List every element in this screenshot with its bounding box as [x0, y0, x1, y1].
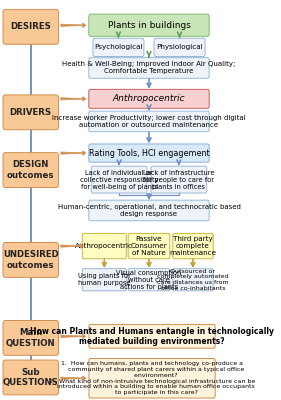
FancyBboxPatch shape: [151, 166, 207, 193]
FancyBboxPatch shape: [89, 358, 215, 398]
FancyBboxPatch shape: [3, 95, 58, 130]
Text: DESIRES: DESIRES: [10, 22, 51, 31]
Text: Third party
complete
maintenance: Third party complete maintenance: [169, 236, 216, 256]
FancyBboxPatch shape: [3, 320, 58, 355]
FancyBboxPatch shape: [82, 234, 126, 259]
Text: Physiological: Physiological: [156, 44, 203, 50]
Text: Sub
QUESTIONS: Sub QUESTIONS: [3, 368, 59, 387]
Text: Main
QUESTION: Main QUESTION: [6, 328, 56, 348]
FancyBboxPatch shape: [89, 111, 209, 132]
FancyBboxPatch shape: [173, 269, 213, 291]
FancyBboxPatch shape: [3, 360, 58, 395]
FancyBboxPatch shape: [82, 269, 126, 291]
Text: Passive
Consumer
of Nature: Passive Consumer of Nature: [131, 236, 167, 256]
Text: Psychological: Psychological: [94, 44, 143, 50]
FancyBboxPatch shape: [89, 58, 209, 78]
Text: 1.  How can humans, plants and technology co-produce a
    community of shared p: 1. How can humans, plants and technology…: [49, 361, 255, 395]
Text: DRIVERS: DRIVERS: [10, 108, 52, 117]
FancyBboxPatch shape: [93, 38, 144, 56]
Text: Plants in buildings: Plants in buildings: [108, 21, 191, 30]
FancyBboxPatch shape: [91, 166, 147, 193]
Text: How can Plants and Humans entangle in technologically
mediated building environm: How can Plants and Humans entangle in te…: [30, 327, 274, 346]
Text: DESIGN
outcomes: DESIGN outcomes: [7, 160, 55, 180]
FancyBboxPatch shape: [89, 324, 215, 348]
FancyBboxPatch shape: [89, 200, 209, 221]
FancyBboxPatch shape: [128, 269, 170, 291]
FancyBboxPatch shape: [128, 234, 170, 259]
Text: Outsourced or
completely automated
care distances us from
office co-inhabitants: Outsourced or completely automated care …: [157, 268, 229, 291]
Text: Visual consumption
without care
actions for plants: Visual consumption without care actions …: [116, 270, 182, 290]
Text: UNDESIRED
outcomes: UNDESIRED outcomes: [3, 250, 59, 270]
FancyBboxPatch shape: [3, 242, 58, 277]
Text: Human-centric, operational, and technocratic based
design response: Human-centric, operational, and technocr…: [58, 204, 241, 217]
Text: Anthropocentric: Anthropocentric: [113, 94, 185, 103]
Text: Rating Tools, HCI engagement: Rating Tools, HCI engagement: [89, 148, 209, 158]
Text: Using plants for
human purpose: Using plants for human purpose: [78, 273, 131, 286]
FancyBboxPatch shape: [154, 38, 205, 56]
Text: Increase worker Productivity; lower cost through digital
automation or outsource: Increase worker Productivity; lower cost…: [52, 115, 246, 128]
FancyBboxPatch shape: [173, 234, 213, 259]
Text: Lack of individual or
collective responsibility
for well-being of plants: Lack of individual or collective respons…: [80, 170, 158, 190]
FancyBboxPatch shape: [3, 10, 58, 44]
Text: Health & Well-Being; Improved Indoor Air Quality;
Comfortable Temperature: Health & Well-Being; Improved Indoor Air…: [62, 62, 236, 74]
FancyBboxPatch shape: [89, 14, 209, 36]
Text: Lack of infrastructure
for people to care for
plants in offices: Lack of infrastructure for people to car…: [143, 170, 215, 190]
FancyBboxPatch shape: [3, 153, 58, 188]
Text: Anthropocentric: Anthropocentric: [75, 243, 133, 249]
FancyBboxPatch shape: [89, 89, 209, 108]
FancyBboxPatch shape: [89, 144, 209, 162]
